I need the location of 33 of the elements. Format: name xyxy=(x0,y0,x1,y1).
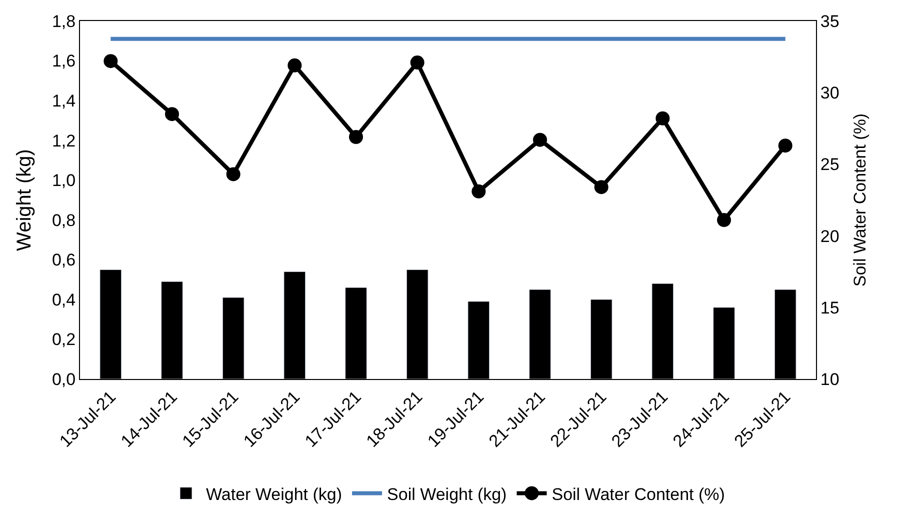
point xyxy=(594,180,608,194)
point xyxy=(472,184,486,198)
point xyxy=(288,58,302,72)
y2-tick-label: 30 xyxy=(820,84,840,103)
point xyxy=(717,213,731,228)
y-tick-label: 0,8 xyxy=(52,210,76,230)
legend-label: Water Weight (kg) xyxy=(206,484,342,504)
point xyxy=(778,138,792,153)
y-tick-label: 1,0 xyxy=(52,171,76,190)
y-tick-label: 1,8 xyxy=(52,12,76,31)
y-tick-label: 0,0 xyxy=(52,370,76,389)
y2-tick-label: 25 xyxy=(820,155,840,174)
point xyxy=(165,107,179,122)
y2-tick-label: 20 xyxy=(820,226,840,246)
point xyxy=(226,167,240,182)
y-axis-title: Weight (kg) xyxy=(13,149,36,251)
y-tick-label: 1,4 xyxy=(52,92,76,111)
y-tick-label: 1,6 xyxy=(52,52,76,71)
point xyxy=(349,130,363,144)
y2-axis-title: Soil Water Content (%) xyxy=(850,113,870,287)
y2-tick-label: 35 xyxy=(820,12,840,31)
point xyxy=(656,111,670,126)
point xyxy=(533,132,547,147)
y-tick-label: 0,4 xyxy=(52,290,76,310)
y2-tick-label: 10 xyxy=(820,370,840,389)
y2-tick-label: 15 xyxy=(820,298,840,318)
point xyxy=(104,54,118,68)
y-tick-label: 0,6 xyxy=(52,250,76,270)
y-tick-label: 1,2 xyxy=(52,131,76,150)
point xyxy=(410,56,424,70)
legend-label: Soil Weight (kg) xyxy=(387,484,507,504)
legend-label: Soil Water Content (%) xyxy=(552,484,725,504)
y-tick-label: 0,2 xyxy=(52,330,76,350)
